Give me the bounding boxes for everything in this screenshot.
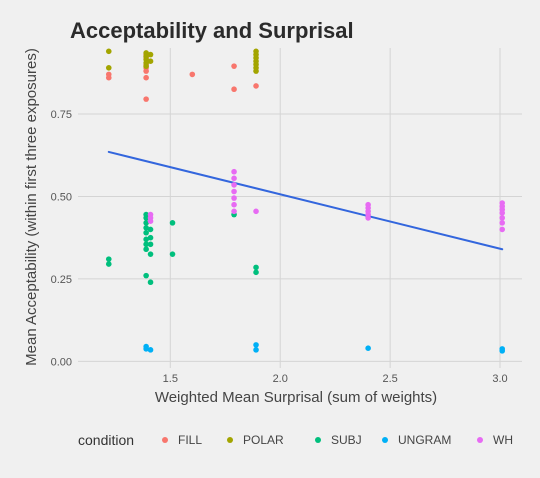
data-point bbox=[143, 96, 149, 102]
data-point bbox=[143, 215, 149, 221]
legend-label: UNGRAM bbox=[398, 433, 451, 447]
data-point bbox=[143, 236, 149, 243]
series-fill bbox=[105, 51, 259, 102]
data-point bbox=[231, 63, 237, 69]
legend-key bbox=[162, 437, 168, 443]
data-point bbox=[499, 215, 506, 221]
data-point bbox=[253, 68, 259, 74]
data-point bbox=[143, 224, 149, 231]
y-tick-label: 0.00 bbox=[51, 356, 72, 368]
data-point bbox=[253, 269, 259, 276]
x-tick-label: 1.5 bbox=[163, 373, 178, 385]
y-tick-label: 0.50 bbox=[51, 191, 72, 203]
series-subj bbox=[105, 211, 259, 286]
data-point bbox=[143, 63, 149, 69]
x-tick-label: 3.0 bbox=[492, 373, 507, 385]
grid bbox=[78, 48, 522, 368]
trend-line bbox=[107, 150, 504, 251]
data-point bbox=[499, 210, 506, 216]
data-point bbox=[499, 348, 506, 354]
data-point bbox=[231, 195, 237, 201]
data-point bbox=[231, 188, 237, 195]
data-point bbox=[143, 272, 149, 279]
legend-key bbox=[227, 437, 233, 443]
legend-label: FILL bbox=[178, 433, 202, 447]
data-point bbox=[147, 241, 154, 248]
legend-item-wh: WH bbox=[477, 433, 513, 447]
x-tick-label: 2.0 bbox=[273, 373, 288, 385]
legend-label: WH bbox=[493, 433, 513, 447]
legend-title: condition bbox=[78, 432, 134, 448]
data-point bbox=[169, 251, 176, 257]
legend-item-subj: SUBJ bbox=[315, 433, 362, 447]
data-point bbox=[253, 342, 259, 348]
data-point bbox=[143, 220, 149, 226]
y-tick-label: 0.25 bbox=[51, 274, 72, 286]
y-axis-ticks: 0.00 0.25 0.50 0.75 bbox=[51, 109, 72, 368]
legend-key bbox=[382, 437, 388, 443]
legend-item-polar: POLAR bbox=[227, 433, 284, 447]
data-point bbox=[147, 234, 154, 241]
x-axis-label: Weighted Mean Surprisal (sum of weights) bbox=[155, 389, 437, 406]
legend-key bbox=[477, 437, 483, 443]
data-point bbox=[143, 241, 149, 248]
data-point bbox=[147, 58, 154, 64]
data-point bbox=[105, 64, 112, 71]
data-point bbox=[231, 201, 237, 208]
y-axis-label: Mean Acceptability (within first three e… bbox=[23, 48, 40, 366]
legend-item-fill: FILL bbox=[162, 433, 202, 447]
data-point bbox=[105, 261, 112, 267]
data-point bbox=[253, 264, 259, 271]
data-point bbox=[499, 220, 506, 226]
legend: condition FILL POLAR SUBJ UNGRAM WH bbox=[78, 432, 513, 448]
series-wh bbox=[147, 168, 506, 233]
chart-title: Acceptability and Surprisal bbox=[70, 18, 354, 43]
data-point bbox=[253, 83, 259, 89]
data-point bbox=[365, 345, 371, 352]
data-point bbox=[231, 86, 237, 93]
series-polar bbox=[105, 48, 259, 74]
data-point bbox=[169, 220, 176, 226]
data-point bbox=[147, 347, 154, 353]
data-point bbox=[147, 279, 154, 286]
data-point bbox=[231, 208, 237, 215]
data-point bbox=[253, 347, 259, 353]
legend-items: FILL POLAR SUBJ UNGRAM WH bbox=[162, 433, 513, 447]
x-axis-ticks: 1.5 2.0 2.5 3.0 bbox=[163, 373, 508, 385]
legend-key bbox=[315, 437, 321, 443]
data-point bbox=[143, 246, 149, 253]
data-point bbox=[105, 71, 112, 78]
data-point bbox=[231, 182, 237, 188]
data-point bbox=[189, 71, 196, 78]
data-points bbox=[105, 48, 506, 354]
legend-label: POLAR bbox=[243, 433, 284, 447]
trend-line-layer bbox=[107, 150, 504, 251]
data-point bbox=[253, 208, 259, 215]
data-point bbox=[143, 74, 149, 81]
x-tick-label: 2.5 bbox=[382, 373, 397, 385]
data-point bbox=[105, 256, 112, 262]
data-point bbox=[231, 168, 237, 175]
data-point bbox=[499, 226, 506, 233]
data-point bbox=[143, 346, 149, 352]
y-tick-label: 0.75 bbox=[51, 109, 72, 121]
legend-label: SUBJ bbox=[331, 433, 362, 447]
data-point bbox=[147, 218, 154, 224]
data-point bbox=[105, 48, 112, 55]
data-point bbox=[147, 51, 154, 58]
legend-item-ungram: UNGRAM bbox=[382, 433, 451, 447]
data-point bbox=[231, 175, 237, 182]
data-point bbox=[365, 215, 371, 221]
data-point bbox=[147, 251, 154, 257]
data-point bbox=[147, 226, 154, 233]
data-point bbox=[143, 229, 149, 236]
series-ungram bbox=[143, 342, 506, 354]
